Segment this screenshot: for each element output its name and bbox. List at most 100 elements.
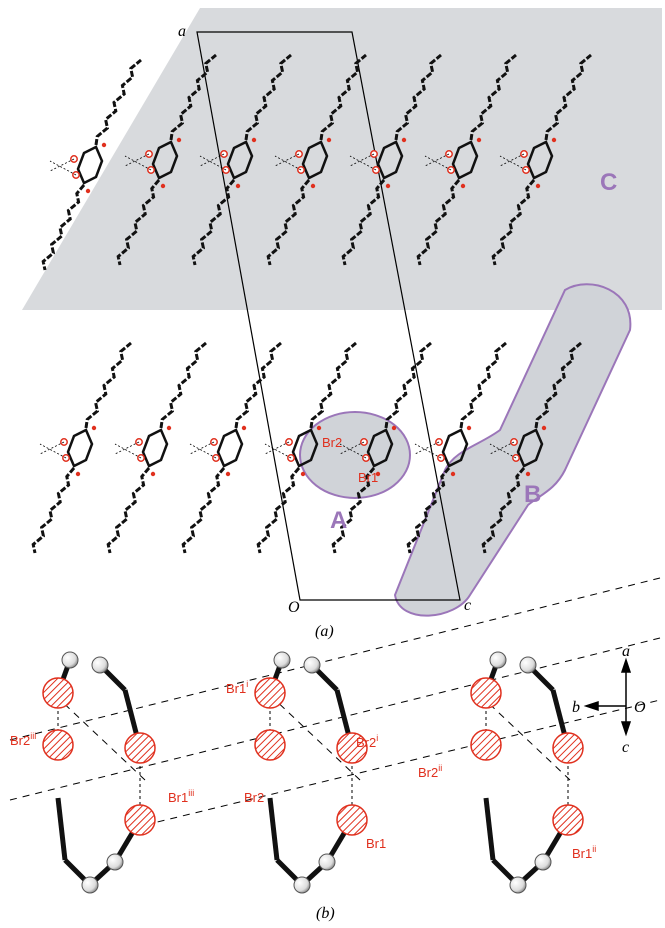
- chain-upper: [84, 341, 132, 429]
- atom-br1-label: Br1: [358, 470, 378, 485]
- molecule: [331, 341, 432, 554]
- aromatic-ring: [376, 140, 404, 180]
- br-contact: [274, 153, 300, 167]
- bromine-atom: [336, 732, 368, 764]
- br-contact: [499, 153, 525, 167]
- molecule-fragment: [42, 651, 156, 894]
- bromine-atom: [124, 804, 156, 836]
- region-a-outline: [299, 411, 411, 499]
- br-contact: [339, 441, 365, 455]
- bromine-atom: [470, 677, 502, 709]
- molecule: [416, 53, 517, 266]
- br-contact: [39, 443, 67, 459]
- br-contact: [199, 153, 225, 167]
- chain-lower: [481, 467, 526, 554]
- atom-br1-iii-label: Br1iii: [168, 788, 194, 805]
- chain-upper: [244, 53, 292, 141]
- bromine-atom: [124, 732, 156, 764]
- br-contact: [49, 158, 75, 172]
- br-contact: [264, 441, 290, 455]
- axis-origin-label: O: [634, 699, 646, 716]
- chain-upper: [459, 341, 507, 429]
- bromine-atom: [42, 677, 74, 709]
- aromatic-ring: [66, 428, 94, 468]
- chain-lower: [341, 179, 386, 266]
- aromatic-ring: [291, 428, 319, 468]
- carbon-atom: [91, 656, 109, 674]
- carbon-atom: [293, 876, 311, 894]
- oxygen-atom: [401, 137, 407, 143]
- oxygen-atom: [551, 137, 557, 143]
- aromatic-ring: [151, 140, 179, 180]
- br-contact: [124, 153, 150, 167]
- chain-lower: [191, 179, 236, 266]
- bond: [267, 797, 280, 861]
- chain-lower: [41, 184, 86, 271]
- atom-br2-label: Br2: [322, 435, 342, 450]
- oxygen-atom: [316, 425, 322, 431]
- aromatic-ring: [141, 428, 169, 468]
- bromine-atom: [254, 729, 286, 761]
- carbon-atom: [106, 853, 124, 871]
- carbon-atom: [61, 651, 79, 669]
- br-contact: [264, 443, 292, 459]
- contact-dashed-lines: [9, 577, 661, 826]
- oxygen-atom: [375, 471, 381, 477]
- molecule-fragments: [42, 651, 584, 894]
- br-contact: [414, 443, 442, 459]
- oxygen-atom: [235, 183, 241, 189]
- aromatic-ring: [301, 140, 329, 180]
- br-contact: [114, 441, 140, 455]
- br-contact: [349, 155, 377, 171]
- bond: [55, 797, 68, 861]
- alkyl-chains: [31, 53, 592, 554]
- axis-c-label: c: [622, 739, 629, 756]
- chain-upper: [469, 53, 517, 141]
- chain-lower: [266, 179, 311, 266]
- molecule: [266, 53, 367, 266]
- bromine-atom: [254, 677, 286, 709]
- atom-br2-label: Br2: [244, 790, 264, 805]
- molecule-fragment: [254, 651, 368, 894]
- axis-indicator: [583, 657, 632, 737]
- oxygen-atom: [300, 471, 306, 477]
- br-contact: [339, 443, 367, 459]
- bond: [483, 797, 496, 861]
- oxygen-atom: [466, 425, 472, 431]
- carbon-atom: [534, 853, 552, 871]
- oxygen-atom: [525, 471, 531, 477]
- molecule: [341, 53, 442, 266]
- br-contact: [199, 155, 227, 171]
- oxygen-atom: [241, 425, 247, 431]
- oxygen-atom: [85, 188, 91, 194]
- chain-upper: [169, 53, 217, 141]
- chain-upper: [309, 341, 357, 429]
- region-c-layer: [22, 8, 662, 310]
- aromatic-ring: [441, 428, 469, 468]
- br-contact: [424, 155, 452, 171]
- br-contact: [39, 441, 65, 455]
- carbon-atom: [318, 853, 336, 871]
- panel-a-caption: (a): [315, 623, 334, 640]
- chain-upper: [534, 341, 582, 429]
- oxygen-atom: [176, 137, 182, 143]
- oxygen-atom: [91, 425, 97, 431]
- chain-upper: [544, 53, 592, 141]
- oxygen-atom: [541, 425, 547, 431]
- carbon-atom: [519, 656, 537, 674]
- cell-origin-label: O: [288, 599, 300, 616]
- chain-upper: [94, 58, 142, 146]
- chain-lower: [331, 467, 376, 554]
- chain-lower: [491, 179, 536, 266]
- br-contact: [424, 153, 450, 167]
- carbon-atom: [81, 876, 99, 894]
- br-contact: [189, 441, 215, 455]
- atom-br2-iii-label: Br2iii: [10, 731, 36, 748]
- oxygen-atom: [310, 183, 316, 189]
- oxygen-atom: [251, 137, 257, 143]
- chain-upper: [319, 53, 367, 141]
- region-b-label: B: [524, 481, 541, 508]
- molecule: [116, 53, 217, 266]
- oxygen-atom: [450, 471, 456, 477]
- region-c-label: C: [600, 169, 617, 196]
